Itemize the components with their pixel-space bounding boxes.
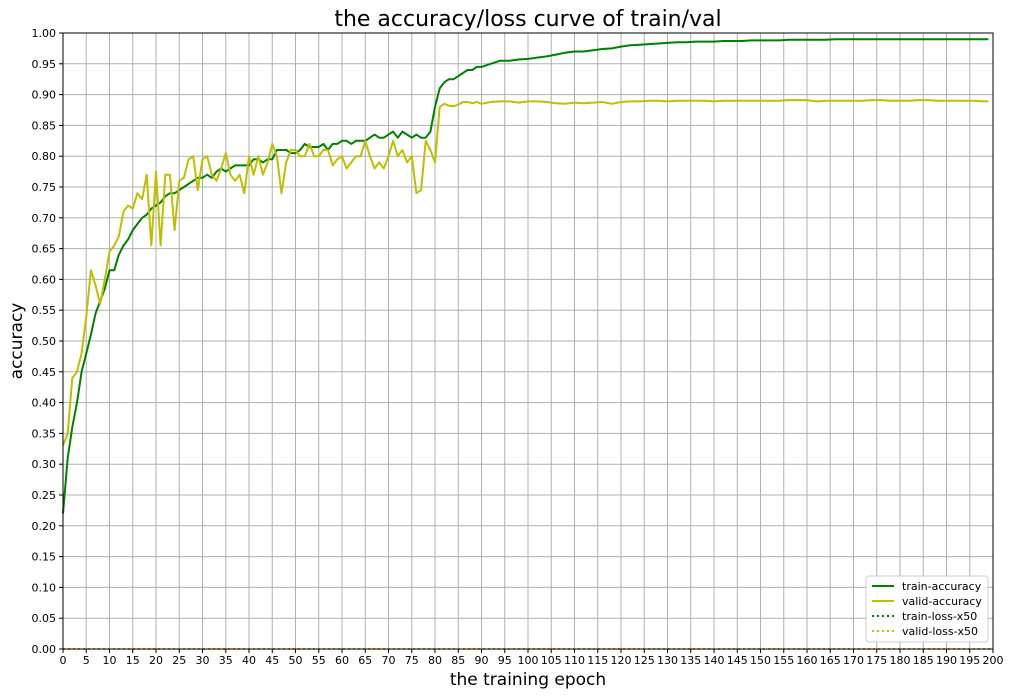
x-tick-label: 195 (959, 654, 980, 667)
legend-label: valid-loss-x50 (902, 625, 978, 638)
x-tick-label: 80 (428, 654, 442, 667)
x-tick-label: 160 (797, 654, 818, 667)
x-tick-label: 30 (196, 654, 210, 667)
y-tick-label: 0.35 (32, 427, 57, 440)
x-tick-label: 50 (289, 654, 303, 667)
x-tick-label: 65 (358, 654, 372, 667)
x-tick-label: 15 (126, 654, 140, 667)
series-valid-accuracy (62, 99, 989, 447)
y-tick-label: 0.50 (32, 335, 57, 348)
x-tick-label: 85 (451, 654, 465, 667)
y-tick-label: 0.40 (32, 397, 57, 410)
x-tick-label: 40 (242, 654, 256, 667)
legend-label: valid-accuracy (902, 595, 982, 608)
x-tick-label: 185 (913, 654, 934, 667)
y-tick-label: 0.05 (32, 612, 57, 625)
x-tick-label: 135 (680, 654, 701, 667)
legend-box (865, 575, 989, 643)
y-tick-label: 0.10 (32, 581, 57, 594)
y-tick-label: 0.70 (32, 212, 57, 225)
x-tick-label: 110 (564, 654, 585, 667)
x-tick-label: 150 (750, 654, 771, 667)
x-axis: 0 5 10 15 20 25 30 35 40 45 50 55 60 65 70 75 80 85 90 95 10… (60, 649, 1004, 667)
x-tick-label: 20 (149, 654, 163, 667)
y-tick-label: 0.30 (32, 458, 57, 471)
y-tick-label: 0.25 (32, 489, 57, 502)
y-tick-label: 0.95 (32, 58, 57, 71)
x-tick-label: 5 (83, 654, 90, 667)
legend-label: train-loss-x50 (902, 610, 977, 623)
x-tick-label: 190 (936, 654, 957, 667)
x-tick-label: 55 (312, 654, 326, 667)
chart-title: the accuracy/loss curve of train/val (334, 7, 721, 32)
x-tick-label: 125 (634, 654, 655, 667)
x-tick-label: 155 (773, 654, 794, 667)
y-tick-label: 0.75 (32, 181, 57, 194)
x-tick-label: 140 (704, 654, 725, 667)
y-tick-label: 0.90 (32, 89, 57, 102)
y-tick-label: 0.15 (32, 551, 57, 564)
y-tick-label: 0.20 (32, 520, 57, 533)
x-tick-label: 200 (983, 654, 1004, 667)
y-tick-label: 0.65 (32, 243, 57, 256)
x-tick-label: 175 (866, 654, 887, 667)
y-tick-label: 0.45 (32, 366, 57, 379)
x-tick-label: 95 (498, 654, 512, 667)
y-tick-label: 0.60 (32, 273, 57, 286)
x-tick-label: 60 (335, 654, 349, 667)
x-tick-label: 170 (843, 654, 864, 667)
x-tick-label: 105 (541, 654, 562, 667)
y-tick-label: 0.80 (32, 150, 57, 163)
x-tick-label: 25 (172, 654, 186, 667)
legend-label: train-accuracy (902, 580, 982, 593)
legend: train-accuracy valid-accuracy train-loss-x… (865, 575, 989, 643)
x-tick-label: 180 (890, 654, 911, 667)
x-axis-label: the training epoch (450, 670, 606, 690)
y-axis: 0.00 0.05 0.10 0.15 0.20 0.25 0.30 0.35 0.40 0.45… (32, 27, 63, 656)
y-tick-label: 0.85 (32, 119, 57, 132)
x-tick-label: 145 (727, 654, 748, 667)
x-tick-label: 100 (518, 654, 539, 667)
x-tick-label: 70 (382, 654, 396, 667)
y-tick-label: 0.55 (32, 304, 57, 317)
y-tick-label: 1.00 (32, 27, 57, 40)
y-tick-label: 0.00 (32, 643, 57, 656)
x-tick-label: 130 (657, 654, 678, 667)
grid (62, 32, 994, 650)
x-tick-label: 165 (820, 654, 841, 667)
x-tick-label: 75 (405, 654, 419, 667)
x-tick-label: 0 (60, 654, 67, 667)
x-tick-label: 35 (219, 654, 233, 667)
x-tick-label: 115 (587, 654, 608, 667)
y-axis-label: accuracy (7, 303, 27, 380)
x-tick-label: 10 (103, 654, 117, 667)
series-train-accuracy (62, 38, 989, 514)
x-tick-label: 120 (611, 654, 632, 667)
x-tick-label: 90 (475, 654, 489, 667)
x-tick-label: 45 (265, 654, 279, 667)
